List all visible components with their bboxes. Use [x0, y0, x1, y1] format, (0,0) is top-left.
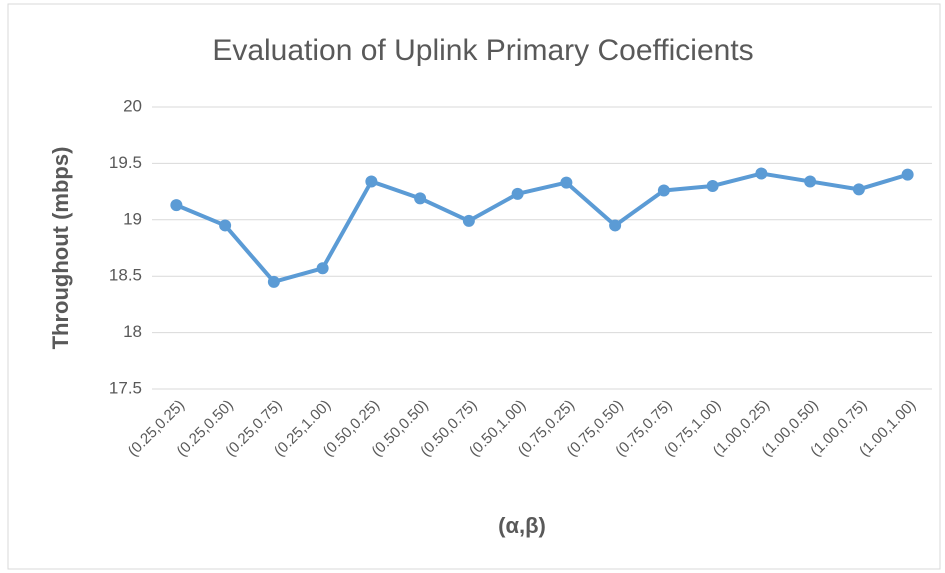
point	[852, 183, 865, 196]
point	[462, 214, 475, 227]
point	[316, 262, 329, 275]
point	[511, 187, 524, 200]
point	[219, 219, 232, 232]
y-axis-label: Throughout (mbps)	[48, 147, 73, 350]
point	[901, 168, 914, 181]
y-tick-label: 19.5	[109, 153, 142, 172]
point	[170, 199, 183, 212]
point	[414, 192, 427, 205]
x-axis-label: (α,β)	[498, 513, 546, 538]
point	[804, 175, 817, 188]
y-tick-label: 18.5	[109, 266, 142, 285]
point	[657, 184, 670, 197]
y-tick-label: 18	[123, 322, 142, 341]
point	[365, 175, 378, 188]
chart-frame	[7, 3, 941, 570]
point	[609, 219, 622, 232]
point	[706, 179, 719, 192]
y-tick-label: 19	[123, 209, 142, 228]
point	[755, 167, 768, 180]
point	[267, 275, 280, 288]
point	[560, 176, 573, 189]
y-tick-label: 17.5	[109, 378, 142, 397]
line	[175, 171, 909, 284]
chart-title: Evaluation of Uplink Primary Coefficient…	[212, 34, 753, 67]
y-tick-label: 20	[123, 96, 142, 115]
